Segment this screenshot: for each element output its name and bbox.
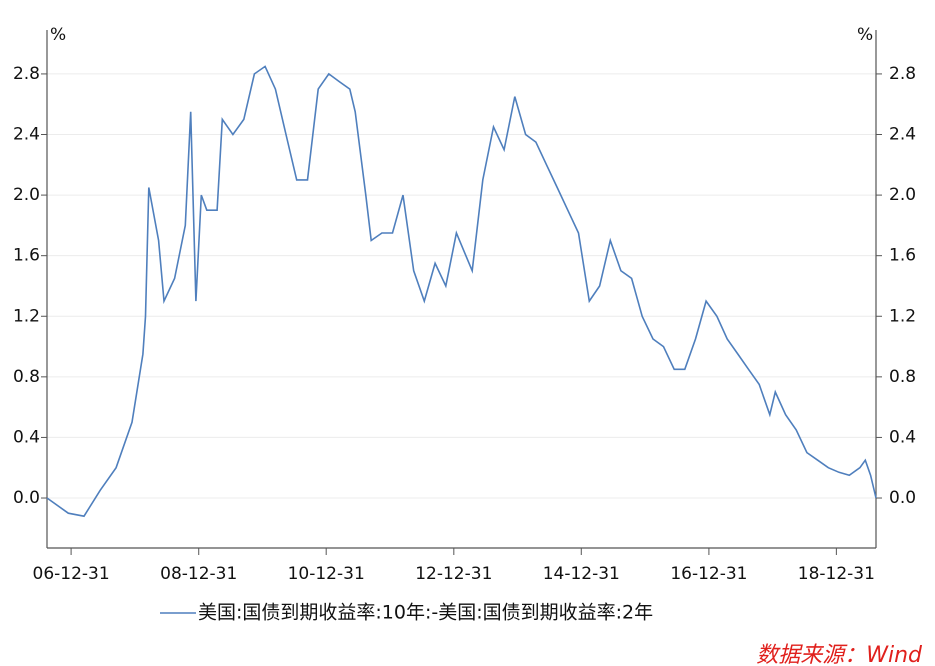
y-tick-label-right: 2.8: [889, 64, 916, 84]
y-tick-label-left: 1.6: [13, 246, 40, 266]
x-tick-label: 14-12-31: [543, 564, 620, 584]
x-tick-label: 06-12-31: [33, 564, 110, 584]
x-tick-label: 12-12-31: [415, 564, 492, 584]
x-tick-label: 08-12-31: [160, 564, 237, 584]
y-tick-label-right: 0.0: [889, 488, 916, 508]
y-tick-label-left: 0.8: [13, 367, 40, 387]
y-tick-label-right: 2.4: [889, 125, 916, 145]
y-tick-label-right: 1.2: [889, 306, 916, 326]
x-tick-label: 16-12-31: [670, 564, 747, 584]
y-tick-label-left: 2.4: [13, 125, 40, 145]
y-tick-label-left: 0.4: [13, 427, 40, 447]
y-tick-label-left: 2.8: [13, 64, 40, 84]
y-unit-left: %: [50, 25, 66, 45]
y-tick-label-left: 1.2: [13, 306, 40, 326]
y-tick-label-right: 2.0: [889, 185, 916, 205]
x-tick-label: 18-12-31: [798, 564, 875, 584]
y-tick-label-left: 0.0: [13, 488, 40, 508]
y-tick-label-right: 0.8: [889, 367, 916, 387]
legend-label: 美国:国债到期收益率:10年:-美国:国债到期收益率:2年: [198, 602, 653, 624]
y-unit-right: %: [857, 25, 873, 45]
y-tick-label-right: 0.4: [889, 427, 916, 447]
y-tick-label-right: 1.6: [889, 246, 916, 266]
x-tick-label: 10-12-31: [288, 564, 365, 584]
source: 数据来源：Wind: [756, 643, 923, 666]
data-line: [46, 65, 877, 518]
y-tick-label-left: 2.0: [13, 185, 40, 205]
